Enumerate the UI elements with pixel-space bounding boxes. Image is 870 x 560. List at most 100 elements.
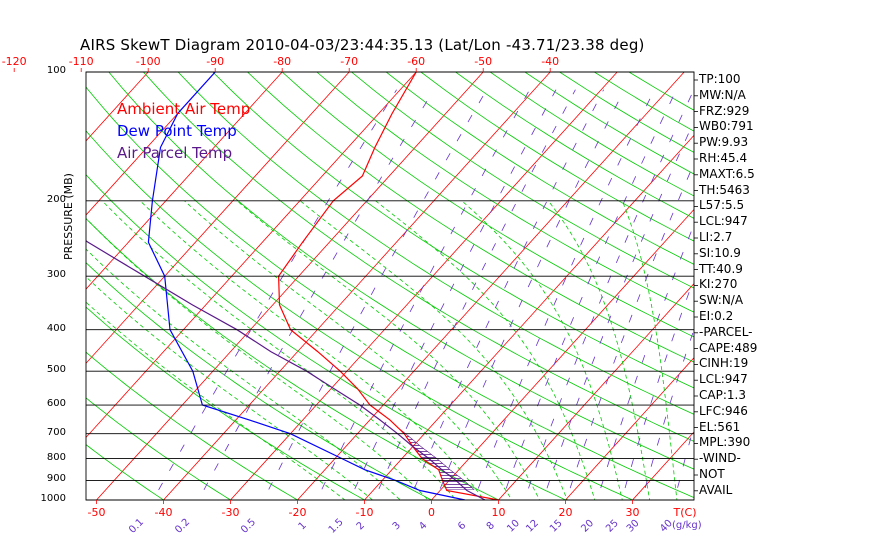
- pressure-tick-label: 600: [46, 398, 66, 410]
- moist-adiabat-line: [461, 200, 623, 500]
- mixing-ratio-unit-label: (g/kg): [672, 520, 702, 531]
- moist-adiabat-line: [375, 200, 596, 500]
- dry-adiabat-line: [86, 306, 366, 500]
- stability-index: EL:561: [699, 419, 741, 434]
- moist-adiabat-line: [102, 200, 457, 500]
- mixing-ratio-line: [641, 328, 694, 500]
- pressure-tick-label: 400: [46, 322, 66, 334]
- plot-area: [0, 72, 870, 500]
- legend-label: Air Parcel Temp: [117, 144, 233, 162]
- legend-label: Ambient Air Temp: [117, 100, 251, 118]
- stability-index: TT:40.9: [699, 261, 743, 276]
- mixing-ratio-line: [435, 89, 625, 500]
- moist-adiabat-line: [86, 301, 346, 500]
- dry-adiabat-line: [177, 72, 694, 415]
- isotherm-line: [86, 72, 350, 364]
- mixing-ratio-line: [542, 120, 694, 500]
- bottom-temp-tick-label: 30: [626, 506, 640, 519]
- stability-index: LCL:947: [699, 372, 748, 387]
- stability-index: RH:45.4: [699, 151, 748, 165]
- isotherm-line: [0, 72, 14, 500]
- dry-adiabat-line: [86, 174, 567, 500]
- isotherm-line: [431, 208, 694, 500]
- isotherm-line: [498, 283, 694, 500]
- mixing-ratio-tick-label: 0.1: [127, 517, 146, 536]
- isotherm-line: [565, 357, 694, 500]
- mixing-ratio-tick-label: 1.5: [327, 517, 346, 536]
- mixing-ratio-tick-label: 20: [579, 518, 596, 535]
- isotherm-line: [86, 72, 417, 439]
- top-temp-tick-label: -100: [136, 55, 161, 68]
- dry-adiabat-line: [455, 72, 694, 219]
- stability-index: CINH:19: [699, 356, 749, 371]
- moist-adiabat-line: [299, 200, 568, 500]
- top-temp-tick-label: -90: [206, 55, 224, 68]
- stability-index: LFC:946: [699, 403, 748, 418]
- bottom-temp-tick-label: -40: [155, 506, 173, 519]
- mixing-ratio-tick-label: 3: [391, 520, 403, 532]
- dry-adiabat-line: [247, 72, 694, 363]
- mixing-ratio-line: [523, 89, 694, 500]
- mixing-ratio-line: [501, 89, 677, 500]
- stability-index: EI:0.2: [699, 309, 734, 323]
- pressure-tick-label: 500: [46, 364, 66, 376]
- stability-index: SI:10.9: [699, 245, 741, 260]
- chart-title: AIRS SkewT Diagram 2010-04-03/23:44:35.1…: [80, 36, 645, 54]
- bottom-temp-tick-label: -20: [289, 506, 307, 519]
- stability-index: LI:2.7: [699, 230, 733, 244]
- pressure-tick-label: 100: [46, 65, 66, 76]
- top-temp-tick-label: -80: [273, 55, 291, 68]
- bottom-temp-tick-label: 10: [492, 506, 506, 519]
- stability-index: L57:5.5: [699, 198, 745, 213]
- mixing-ratio-tick-label: 15: [548, 518, 565, 535]
- stability-index: NOT: [699, 467, 725, 481]
- isotherm-line: [364, 134, 694, 500]
- mixing-ratio-line: [565, 162, 694, 500]
- pressure-tick-label: 900: [46, 473, 66, 485]
- bottom-temp-tick-label: 20: [559, 506, 573, 519]
- isotherm-line: [86, 72, 216, 216]
- dry-adiabat-line: [143, 72, 694, 442]
- ambient-air-temp-line: [277, 72, 499, 500]
- dry-adiabat-line: [281, 72, 694, 338]
- dry-adiabat-line: [316, 72, 694, 313]
- moist-adiabat-line: [184, 200, 513, 500]
- mixing-ratio-tick-label: 30: [625, 518, 642, 535]
- isotherm-line: [834, 72, 870, 500]
- mixing-ratio-tick-label: 12: [524, 518, 541, 535]
- top-temp-tick-label: -60: [407, 55, 425, 68]
- dry-adiabat-line: [385, 72, 694, 265]
- pressure-tick-label: 1000: [40, 493, 66, 504]
- bottom-temp-tick-label: -50: [88, 506, 106, 519]
- stability-index: TP:100: [699, 72, 741, 86]
- mixing-ratio-line: [621, 277, 694, 500]
- mixing-ratio-line: [262, 89, 488, 500]
- stability-index: CAP:1.3: [699, 388, 746, 402]
- pressure-tick-label: 800: [46, 451, 66, 463]
- dry-adiabat-line: [86, 444, 165, 500]
- stability-index: FRZ:929: [699, 103, 750, 118]
- air-parcel-temp-line: [86, 240, 486, 500]
- dry-adiabat-line: [86, 86, 694, 499]
- pressure-tick-label: 300: [46, 269, 66, 281]
- mixing-ratio-tick-label: 0.5: [239, 517, 258, 536]
- bottom-temp-tick-label: -10: [356, 506, 374, 519]
- mixing-ratio-tick-label: 1: [297, 520, 309, 532]
- stability-index: WB0:791: [699, 119, 754, 134]
- mixing-ratio-tick-label: 6: [456, 520, 468, 532]
- legend-ambient-air-temp: Ambient Air Temp: [117, 100, 250, 118]
- isotherm-line: [86, 72, 283, 290]
- isotherm-line: [767, 72, 870, 500]
- mixing-ratio-tick-label: 2: [355, 520, 367, 532]
- isotherm-line: [297, 72, 685, 500]
- mixing-ratio-line: [596, 223, 694, 500]
- legend-air-parcel-temp: Air Parcel Temp: [117, 144, 232, 162]
- stability-index: SW:N/A: [699, 293, 744, 308]
- dry-adiabat-line: [420, 72, 694, 242]
- isotherm-line: [632, 431, 694, 500]
- dry-adiabat-line: [86, 218, 500, 500]
- stability-index: CAPE:489: [699, 340, 758, 355]
- dry-adiabat-line: [86, 351, 299, 500]
- stability-index: PW:9.93: [699, 135, 749, 150]
